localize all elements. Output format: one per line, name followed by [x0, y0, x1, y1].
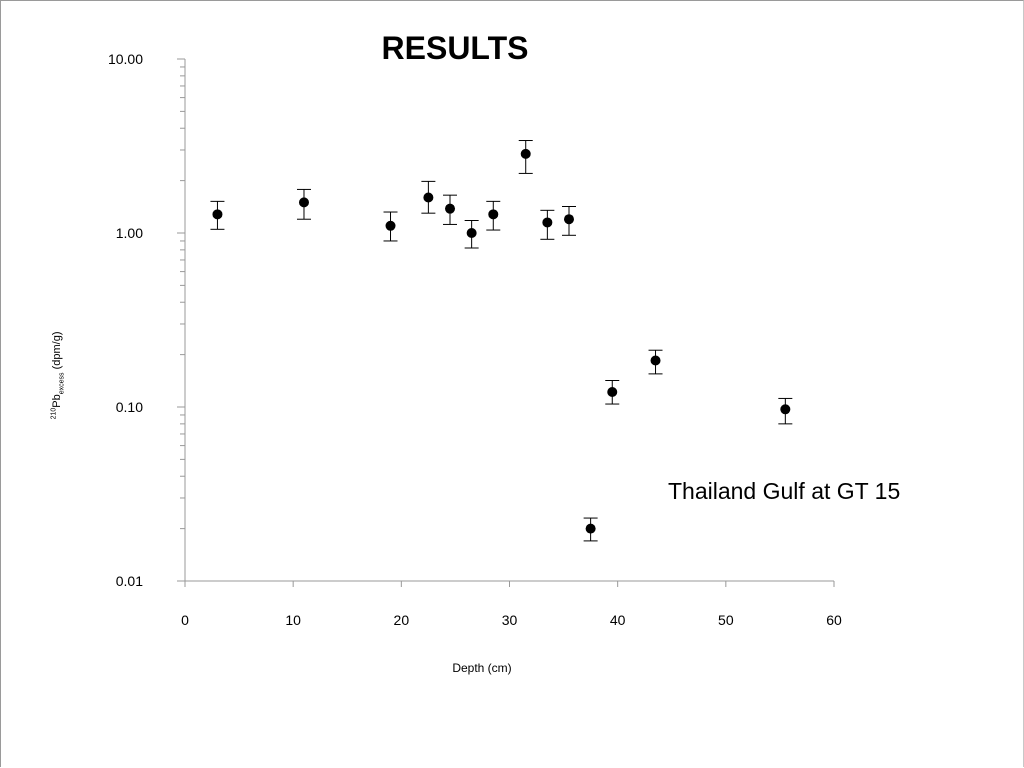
data-point — [421, 180, 436, 214]
point-marker — [520, 148, 531, 159]
y-label-unit: (dpm/g) — [51, 331, 64, 370]
axes: 10.00 1.00 0.10 0.01 0 10 20 30 40 50 60 — [108, 51, 842, 628]
data-point — [210, 200, 225, 230]
data-point — [296, 188, 311, 220]
x-tick-label: 60 — [826, 612, 842, 628]
x-tick-label: 40 — [610, 612, 626, 628]
chart-annotation: Thailand Gulf at GT 15 — [668, 478, 901, 504]
point-marker — [542, 217, 553, 228]
x-tick-label: 20 — [394, 612, 410, 628]
point-marker — [298, 197, 309, 208]
x-tick-label: 0 — [181, 612, 189, 628]
point-marker — [780, 404, 791, 415]
data-point — [561, 206, 576, 236]
point-marker — [563, 214, 574, 225]
x-axis-label: Depth (cm) — [452, 661, 512, 675]
x-tick-label: 30 — [502, 612, 518, 628]
data-point — [383, 211, 398, 242]
point-marker — [650, 355, 661, 366]
data-point — [583, 517, 598, 542]
point-marker — [466, 228, 477, 238]
y-tick-label: 1.00 — [116, 225, 143, 241]
point-marker — [423, 192, 434, 203]
point-marker — [445, 203, 456, 214]
point-marker — [212, 209, 223, 220]
point-marker — [488, 209, 499, 220]
data-point — [443, 194, 458, 225]
data-point — [486, 200, 501, 231]
data-point — [648, 349, 663, 375]
point-marker — [585, 523, 596, 534]
data-points — [210, 140, 793, 542]
data-point — [605, 380, 620, 405]
data-point — [778, 397, 793, 425]
data-point — [518, 140, 533, 174]
x-tick-label: 50 — [718, 612, 734, 628]
y-tick-label: 10.00 — [108, 51, 143, 67]
y-label-isotope: 210 — [50, 407, 58, 420]
data-point — [464, 219, 479, 249]
point-marker — [607, 386, 618, 397]
y-axis-label: 210Pbexcess (dpm/g) — [51, 295, 66, 455]
x-tick-label: 10 — [285, 612, 301, 628]
data-point — [540, 209, 555, 240]
y-tick-label: 0.01 — [116, 573, 143, 589]
y-label-element: Pb — [51, 394, 64, 408]
y-tick-label: 0.10 — [116, 399, 143, 415]
point-marker — [385, 220, 396, 231]
chart-title: RESULTS — [381, 30, 529, 66]
y-label-subscript: excess — [58, 372, 66, 395]
